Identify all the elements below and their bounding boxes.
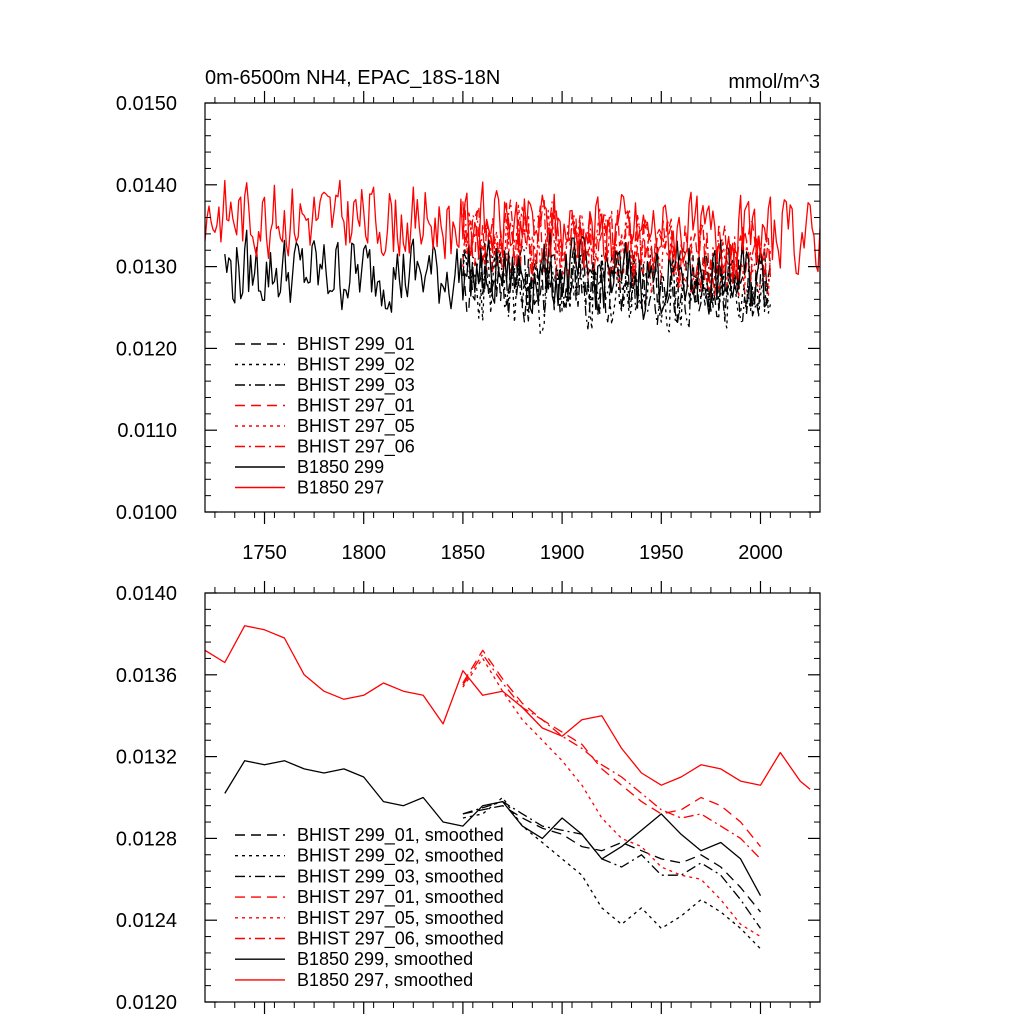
x-tick-label: 1750	[242, 542, 287, 564]
legend-item-bhist-299-01: BHIST 299_01	[235, 334, 415, 355]
series-line-b1850-297	[205, 179, 820, 280]
y-tick-label: 0.0120	[116, 992, 177, 1014]
series-line-b1850-297-smoothed	[205, 625, 811, 790]
legend-item-b1850-299-smoothed: B1850 299, smoothed	[235, 949, 473, 969]
series-line-bhist-299-03-smoothed	[462, 800, 762, 929]
legend-label: BHIST 297_01, smoothed	[297, 887, 504, 908]
y-tick-label: 0.0124	[116, 910, 177, 932]
legend-item-bhist-299-02-smoothed: BHIST 299_02, smoothed	[235, 846, 504, 867]
legend-item-b1850-297: B1850 297	[235, 478, 384, 498]
legend-label: BHIST 299_03, smoothed	[297, 866, 504, 887]
series-line-bhist-297-05-smoothed	[462, 657, 761, 938]
bottom-series-lines	[205, 625, 811, 950]
bottom-axis-ticks: 0.0120 0.0124 0.0128 0.0132 0.0136 0.0140	[116, 581, 820, 1014]
series-line-bhist-297-06-smoothed	[462, 653, 761, 860]
x-tick-label: 1900	[540, 542, 585, 564]
series-line-bhist-297-05	[462, 204, 772, 299]
legend-item-bhist-297-01: BHIST 297_01	[235, 396, 415, 417]
legend-item-bhist-297-05-smoothed: BHIST 297_05, smoothed	[235, 908, 504, 929]
series-line-bhist-297-06	[462, 199, 772, 299]
x-tick-label: 2000	[738, 542, 783, 564]
top-panel: 0m-6500m NH4, EPAC_18S-18N mmol/m^3 1750…	[116, 67, 821, 564]
legend-item-bhist-299-02: BHIST 299_02	[235, 355, 415, 376]
legend-label: B1850 297, smoothed	[297, 970, 473, 990]
y-tick-label: 0.0150	[116, 93, 177, 115]
legend-label: BHIST 299_01, smoothed	[297, 825, 504, 846]
y-tick-label: 0.0140	[116, 175, 177, 197]
legend-label: BHIST 297_01	[297, 396, 415, 417]
y-tick-label: 0.0130	[116, 257, 177, 279]
series-line-bhist-299-03	[462, 244, 772, 330]
units-label: mmol/m^3	[728, 71, 820, 93]
y-tick-label: 0.0128	[116, 828, 177, 850]
y-tick-label: 0.0100	[116, 502, 177, 524]
y-tick-label: 0.0136	[116, 665, 177, 687]
legend-item-bhist-297-06-smoothed: BHIST 297_06, smoothed	[235, 929, 504, 950]
series-line-bhist-297-01	[462, 201, 772, 297]
legend-label: BHIST 297_06, smoothed	[297, 929, 504, 950]
legend-item-bhist-297-05: BHIST 297_05	[235, 416, 415, 437]
series-line-bhist-299-01-smoothed	[462, 805, 762, 913]
legend-label: B1850 297	[297, 478, 384, 498]
series-line-bhist-297-01-smoothed	[462, 649, 762, 848]
series-line-b1850-299-smoothed	[224, 760, 762, 897]
y-tick-label: 0.0120	[116, 338, 177, 360]
legend-label: BHIST 299_02	[297, 355, 415, 376]
y-tick-label: 0.0132	[116, 747, 177, 769]
legend-item-bhist-297-06: BHIST 297_06	[235, 437, 415, 458]
top-axis-ticks: 1750 1800 1850 1900 1950 2000 0.0100 0.0110 0.01…	[116, 91, 820, 564]
legend-item-b1850-299: B1850 299	[235, 457, 384, 477]
legend-item-bhist-299-03: BHIST 299_03	[235, 375, 415, 396]
legend-item-bhist-297-01-smoothed: BHIST 297_01, smoothed	[235, 887, 504, 908]
legend-label: BHIST 299_02, smoothed	[297, 846, 504, 867]
x-tick-label: 1850	[441, 542, 486, 564]
top-series-lines	[205, 179, 820, 335]
bottom-panel: 0.0120 0.0124 0.0128 0.0132 0.0136 0.0140 BHI…	[116, 581, 821, 1014]
legend-label: B1850 299	[297, 457, 384, 477]
chart-title: 0m-6500m NH4, EPAC_18S-18N	[205, 67, 500, 89]
x-tick-label: 1800	[341, 542, 386, 564]
legend-label: BHIST 297_05, smoothed	[297, 908, 504, 929]
legend-label: BHIST 297_05	[297, 416, 415, 437]
legend-label: BHIST 299_01	[297, 334, 415, 355]
legend-label: BHIST 297_06	[297, 437, 415, 458]
series-line-bhist-299-02-smoothed	[462, 796, 761, 950]
legend-item-bhist-299-03-smoothed: BHIST 299_03, smoothed	[235, 866, 504, 887]
legend-label: B1850 299, smoothed	[297, 949, 473, 969]
y-tick-label: 0.0140	[116, 583, 177, 605]
x-tick-label: 1950	[639, 542, 684, 564]
legend-item-b1850-297-smoothed: B1850 297, smoothed	[235, 970, 473, 990]
legend-item-bhist-299-01-smoothed: BHIST 299_01, smoothed	[235, 825, 504, 846]
y-tick-label: 0.0110	[117, 420, 177, 442]
legend-label: BHIST 299_03	[297, 375, 415, 396]
series-line-b1850-299	[224, 229, 769, 320]
